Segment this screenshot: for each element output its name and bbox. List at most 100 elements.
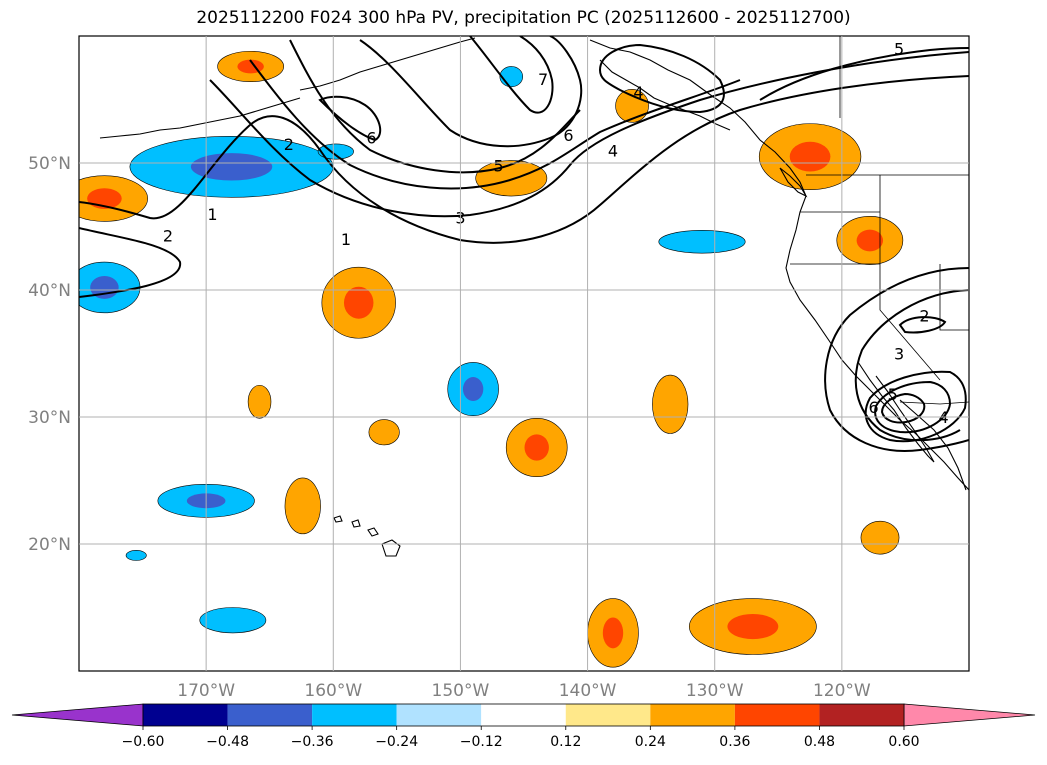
colorbar-tick-label: −0.48 <box>206 734 249 750</box>
pv-contours <box>79 36 969 452</box>
pv-contour-label: 6 <box>869 398 879 417</box>
colorbar-segment <box>650 704 735 726</box>
pv-contour-line-7 <box>469 36 554 114</box>
pv-contour-label: 4 <box>608 141 618 160</box>
gridlines <box>79 36 969 671</box>
precip-core-neg <box>190 153 273 181</box>
pv-contour-label: 1 <box>207 205 217 224</box>
colorbar: −0.60 −0.48 −0.36 −0.24 −0.12 0.12 0.24 0.36 0.4… <box>11 703 1036 750</box>
longitude-label: 140°W <box>559 681 617 701</box>
colorbar-frame <box>142 703 905 727</box>
coastline-hawaii-big-island <box>381 539 401 557</box>
colorbar-tick-label: −0.12 <box>460 734 503 750</box>
precipitation-layer <box>79 50 904 668</box>
colorbar-under-extend <box>11 703 144 727</box>
pv-contour-cutoff-6 <box>880 392 926 424</box>
pv-contour-line-4 <box>249 59 741 190</box>
pv-contour-label: 6 <box>366 129 376 148</box>
pv-contour-line-6 <box>359 36 583 148</box>
precip-area-pos <box>368 419 400 446</box>
colorbar-tick-label: −0.24 <box>375 734 418 750</box>
precip-area-pos <box>247 384 272 419</box>
colorbar-segment <box>227 704 313 726</box>
pv-contour-line-3 <box>209 51 969 218</box>
latitude-label: 50°N <box>28 154 71 174</box>
precip-area-neg <box>658 230 746 254</box>
precip-area-pos <box>860 520 900 555</box>
pv-contour-line-1-west <box>79 75 969 244</box>
pv-contour-label: 5 <box>888 385 898 404</box>
pv-contour-cutoff-4 <box>864 370 967 443</box>
precip-area-neg <box>199 607 267 634</box>
coastline-hawaii-maui <box>367 527 379 537</box>
axis-tick-labels: 50°N 40°N 30°N 20°N 170°W 160°W 150°W 140°W 130°… <box>28 154 871 701</box>
coastline-alaska <box>299 37 476 91</box>
pv-contour-line-4-small <box>598 43 725 114</box>
precip-area-pos <box>615 89 649 123</box>
border-us-mexico <box>899 401 969 405</box>
precip-core-pos <box>343 286 374 319</box>
longitude-label: 150°W <box>432 681 490 701</box>
colorbar-segment <box>481 704 566 726</box>
coastline-se-alaska <box>599 59 731 131</box>
coastline-mexico <box>899 399 967 491</box>
pv-contour-label: 2 <box>284 135 294 154</box>
political-borders <box>790 36 969 405</box>
colorbar-segment <box>565 704 651 726</box>
border-nevada-utah <box>939 264 969 331</box>
precip-area-neg <box>125 550 147 561</box>
coastline-vancouver-island <box>779 167 808 198</box>
pv-contour-line-inner-6 <box>318 95 382 142</box>
pv-contour-cutoff-2 <box>824 267 969 452</box>
pv-contour-label: 4 <box>633 83 643 102</box>
precip-area-pos <box>652 374 689 434</box>
colorbar-tick-label: 0.12 <box>550 734 581 750</box>
colorbar-tick-label: −0.60 <box>122 734 165 750</box>
colorbar-tick-label: −0.36 <box>291 734 334 750</box>
pv-contour-label: 7 <box>538 70 548 89</box>
colorbar-segment <box>819 704 904 726</box>
latitude-label: 40°N <box>28 281 71 301</box>
precip-area-pos <box>475 160 548 197</box>
pv-contour-label: 1 <box>341 230 351 249</box>
precip-core-pos <box>524 434 549 461</box>
colorbar-segment <box>734 704 820 726</box>
precip-core-pos <box>602 617 624 649</box>
pv-contour-label: 3 <box>894 345 904 364</box>
precip-core-pos <box>789 141 831 172</box>
precip-area-pos <box>284 477 321 535</box>
colorbar-segment <box>312 704 397 726</box>
colorbar-tick-label: 0.60 <box>888 734 919 750</box>
longitude-label: 160°W <box>304 681 362 701</box>
pv-contour-label: 2 <box>919 306 929 325</box>
map-title: 2025112200 F024 300 hPa PV, precipitatio… <box>196 8 851 28</box>
longitude-label: 120°W <box>813 681 871 701</box>
coastline-hawaii-kauai <box>333 515 343 523</box>
coastline-hawaii-oahu <box>351 519 361 528</box>
colorbar-tick-label: 0.48 <box>804 734 835 750</box>
coastline-aleutians <box>99 97 301 139</box>
pv-contour-cutoff-3-inner <box>898 316 947 334</box>
precip-core-neg <box>462 377 484 402</box>
longitude-label: 170°W <box>177 681 235 701</box>
longitude-label: 130°W <box>686 681 744 701</box>
precip-area-neg <box>499 66 524 88</box>
latitude-label: 30°N <box>28 408 71 428</box>
colorbar-segment <box>143 704 228 726</box>
border-california-nevada <box>879 264 941 381</box>
map-frame <box>78 35 970 672</box>
colorbar-segment <box>396 704 482 726</box>
pv-contour-cutoff-5 <box>874 380 952 434</box>
colorbar-tick-label: 0.24 <box>635 734 666 750</box>
pv-contour-line-5-ne <box>759 47 969 101</box>
pv-contour-line-5 <box>289 39 581 174</box>
pv-contour-label: 5 <box>894 40 904 59</box>
colorbar-tick-label: 0.36 <box>719 734 750 750</box>
precip-core-pos <box>727 613 779 640</box>
colorbar-over-extend <box>903 703 1036 727</box>
pv-contour-label: 2 <box>163 226 173 245</box>
coastline-baja <box>857 361 935 463</box>
latitude-label: 20°N <box>28 535 71 555</box>
